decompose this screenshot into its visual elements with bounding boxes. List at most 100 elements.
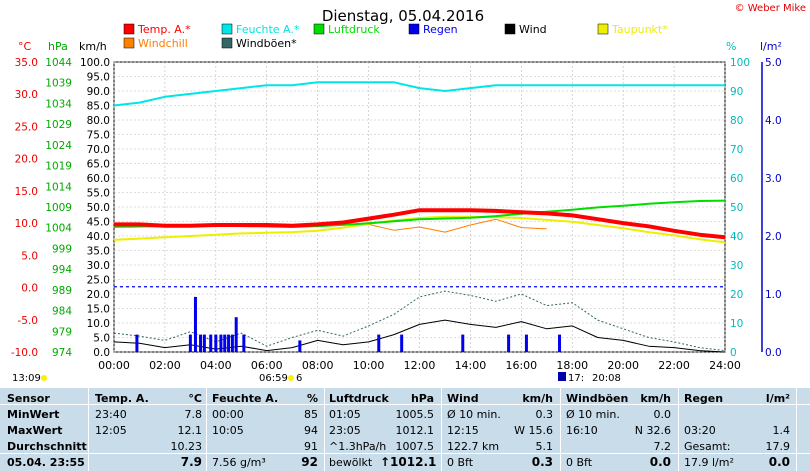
- wind-value: 5.1: [535, 440, 554, 453]
- wind-value: W 15.6: [514, 424, 553, 437]
- legend: Temp. A.* Feuchte A.* Luftdruck Regen Wind Ta…: [123, 23, 668, 50]
- hum-value: 91: [304, 440, 318, 453]
- hum-time: 7.56 g/m³: [212, 456, 266, 469]
- legend-swatch: [408, 23, 420, 35]
- series-line-feuchte-a: [113, 81, 725, 107]
- rain-bar: [234, 317, 238, 352]
- rain-tick-label: 2.0: [765, 231, 782, 243]
- header-hum-unit: %: [306, 392, 318, 405]
- header-press-unit: hPa: [410, 392, 434, 405]
- legend-swatch: [123, 23, 135, 35]
- legend-label: Luftdruck: [328, 23, 380, 36]
- row-label: MaxWert: [7, 424, 63, 437]
- row-label: 05.04. 23:55: [7, 456, 85, 469]
- pressure-tick-label: 994: [52, 264, 72, 276]
- speed-tick-label: 0.0: [93, 347, 110, 359]
- x-tick-label: 12:00: [404, 359, 436, 372]
- rain-value: 17.9: [765, 440, 791, 453]
- pressure-tick-label: 979: [52, 326, 72, 338]
- temp-value: 7.9: [180, 455, 202, 469]
- speed-tick-label: 70.0: [87, 144, 110, 156]
- humidity-tick-label: 0: [730, 347, 737, 359]
- speed-tick-label: 5.0: [93, 333, 110, 345]
- moon-icon: [558, 372, 566, 381]
- pressure-tick-label: 984: [52, 306, 72, 318]
- table-divider: [324, 388, 325, 471]
- hum-value: 85: [304, 408, 318, 421]
- table-divider: [560, 388, 561, 471]
- x-tick-label: 16:00: [505, 359, 537, 372]
- gust-value: N 32.6: [634, 424, 671, 437]
- pressure-tick-label: 1004: [45, 223, 72, 235]
- x-tick-label: 00:00: [98, 359, 130, 372]
- rain-time: 03:20: [684, 424, 716, 437]
- legend-label: Windchill: [138, 37, 188, 50]
- rain-bar: [135, 334, 139, 352]
- rain-value: 1.4: [772, 424, 791, 437]
- rain-bar: [214, 334, 218, 352]
- hum-value: 94: [304, 424, 318, 437]
- press-time: bewölkt: [329, 456, 373, 469]
- rain-bar: [298, 340, 302, 352]
- temp-tick-label: 15.0: [15, 186, 38, 198]
- legend-swatch: [504, 23, 516, 35]
- pressure-tick-label: 1039: [45, 78, 72, 90]
- sun-icon: [41, 375, 47, 381]
- legend-label: Wind: [519, 23, 547, 36]
- rain-bar: [461, 334, 465, 352]
- humidity-tick-label: 90: [730, 86, 743, 98]
- temp-value: 7.8: [184, 408, 203, 421]
- rain-value: 0.0: [768, 455, 790, 469]
- humidity-tick-label: 80: [730, 115, 743, 127]
- legend-label: Regen: [423, 23, 458, 36]
- rain-tick-label: 0.0: [765, 347, 782, 359]
- pressure-tick-label: 989: [52, 285, 72, 297]
- header-gust: Windböen: [566, 392, 629, 405]
- axis-unit-temp: °C: [18, 40, 32, 53]
- press-value: 1005.5: [395, 408, 435, 421]
- pressure-tick-label: 1034: [45, 98, 72, 110]
- speed-tick-label: 20.0: [87, 289, 110, 301]
- speed-tick-label: 85.0: [87, 101, 110, 113]
- rain-time: 17.9 l/m²: [684, 456, 734, 469]
- temp-tick-label: 10.0: [15, 218, 38, 230]
- grid: [113, 61, 726, 353]
- temp-tick-label: 25.0: [15, 121, 38, 133]
- x-tick-label: 14:00: [455, 359, 487, 372]
- speed-tick-label: 80.0: [87, 115, 110, 127]
- speed-tick-label: 55.0: [87, 188, 110, 200]
- row-label: MinWert: [7, 408, 60, 421]
- weather-chart: Dienstag, 05.04.2016 © Weber Mike °C hPa…: [11, 3, 806, 384]
- hum-time: 00:00: [212, 408, 244, 421]
- axis-unit-pressure: hPa: [48, 40, 68, 53]
- x-tick-label: 04:00: [200, 359, 232, 372]
- sun-info: 13:09 06:59 6 17: 20:08: [12, 372, 621, 384]
- header-hum: Feuchte A.: [212, 392, 279, 405]
- hum-time: 10:05: [212, 424, 244, 437]
- header-wind-unit: km/h: [522, 392, 553, 405]
- rain-bar: [188, 334, 192, 352]
- x-tick-label: 20:00: [607, 359, 639, 372]
- table-divider: [0, 453, 810, 454]
- speed-tick-label: 15.0: [87, 304, 110, 316]
- header-press: Luftdruck: [329, 392, 389, 405]
- gust-value: 0.0: [653, 408, 672, 421]
- pressure-tick-label: 1044: [45, 57, 72, 69]
- press-time: ^1.3hPa/h: [329, 440, 387, 453]
- chart-title: Dienstag, 05.04.2016: [322, 7, 484, 25]
- rain-bar: [230, 334, 234, 352]
- humidity-tick-label: 10: [730, 318, 743, 330]
- temp-tick-label: 35.0: [15, 57, 38, 69]
- series-line-temp-a: [114, 208, 726, 240]
- chart-marks: [113, 81, 726, 353]
- x-tick-label: 24:00: [709, 359, 741, 372]
- temp-value: 10.23: [170, 440, 203, 453]
- pressure-tick-label: 1009: [45, 202, 72, 214]
- humidity-tick-label: 100: [730, 57, 750, 69]
- legend-swatch: [221, 23, 233, 35]
- legend-label: Temp. A.*: [137, 23, 191, 36]
- axes: 35.0 30.0 25.0 20.0 15.0 10.0 5.0 0.0 -5.0 -10.0 1…: [11, 57, 782, 372]
- rain-tick-label: 3.0: [765, 173, 782, 185]
- pressure-tick-label: 1029: [45, 119, 72, 131]
- speed-tick-label: 95.0: [87, 72, 110, 84]
